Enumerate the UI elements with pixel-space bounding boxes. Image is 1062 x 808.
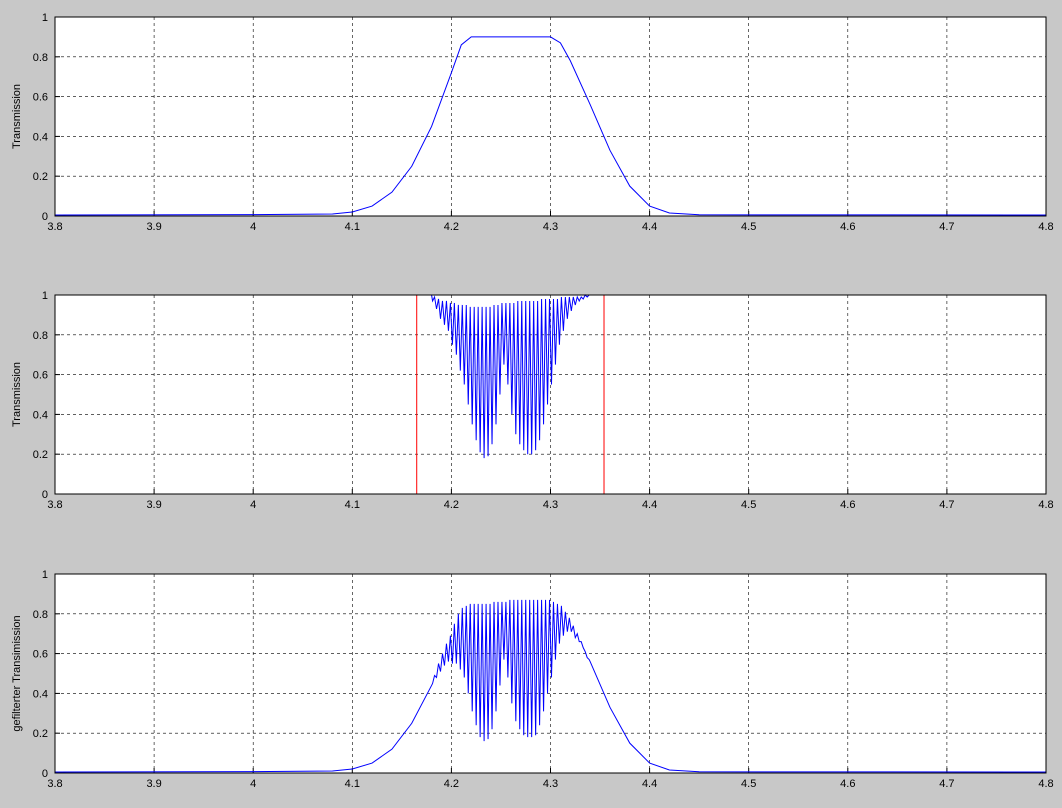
- x-tick-label: 4.4: [642, 778, 657, 790]
- y-tick-label: 0.6: [33, 92, 48, 104]
- x-tick-label: 4.2: [444, 778, 459, 790]
- x-tick-label: 3.9: [146, 778, 161, 790]
- y-tick-label: 1: [42, 290, 48, 302]
- x-tick-label: 4.3: [543, 221, 558, 233]
- x-tick-label: 4: [250, 778, 256, 790]
- x-tick-label: 3.9: [146, 499, 161, 511]
- x-tick-label: 4.1: [345, 221, 360, 233]
- x-tick-label: 4.1: [345, 499, 360, 511]
- data-line: [55, 294, 1046, 459]
- data-line: [54, 36, 1047, 216]
- plot-frame: [54, 573, 1047, 774]
- x-tick-label: 4.8: [1038, 778, 1053, 790]
- y-tick-label: 0.2: [33, 728, 48, 740]
- x-tick-label: 3.9: [146, 221, 161, 233]
- x-tick-label: 4.6: [840, 221, 855, 233]
- y-tick-label: 0.6: [33, 649, 48, 661]
- y-tick-label: 0.4: [33, 131, 48, 143]
- x-tick-label: 4.3: [543, 778, 558, 790]
- x-tick-label: 4.5: [741, 221, 756, 233]
- y-tick-label: 0.8: [33, 52, 48, 64]
- plot-frame: [54, 294, 1047, 495]
- x-tick-label: 4.6: [840, 499, 855, 511]
- x-tick-label: 4.1: [345, 778, 360, 790]
- x-tick-label: 4.8: [1038, 221, 1053, 233]
- y-tick-label: 1: [42, 569, 48, 581]
- y-axis-label: Transmission: [11, 84, 23, 149]
- x-tick-label: 3.8: [47, 778, 62, 790]
- plot-area: [55, 574, 1046, 773]
- x-tick-label: 4.6: [840, 778, 855, 790]
- y-tick-label: 0: [42, 768, 48, 780]
- y-tick-label: 0.4: [33, 409, 48, 421]
- y-tick-label: 1: [42, 12, 48, 24]
- x-tick-label: 3.8: [47, 499, 62, 511]
- x-tick-label: 4.5: [741, 499, 756, 511]
- x-tick-label: 4.8: [1038, 499, 1053, 511]
- y-tick-label: 0: [42, 211, 48, 223]
- plot-frame: [54, 16, 1047, 217]
- x-tick-label: 4.7: [939, 778, 954, 790]
- x-tick-label: 4: [250, 221, 256, 233]
- y-tick-label: 0: [42, 489, 48, 501]
- y-tick-label: 0.4: [33, 688, 48, 700]
- x-tick-label: 4.2: [444, 499, 459, 511]
- x-tick-label: 4.3: [543, 499, 558, 511]
- plot-area: [55, 17, 1046, 216]
- y-tick-label: 0.2: [33, 449, 48, 461]
- x-tick-label: 4.7: [939, 499, 954, 511]
- y-tick-label: 0.6: [33, 370, 48, 382]
- y-tick-label: 0.2: [33, 171, 48, 183]
- y-axis-label: gefilterter Transimission: [11, 615, 23, 731]
- x-tick-label: 4.4: [642, 499, 657, 511]
- x-tick-label: 4: [250, 499, 256, 511]
- x-tick-label: 4.4: [642, 221, 657, 233]
- x-tick-label: 4.7: [939, 221, 954, 233]
- y-tick-label: 0.8: [33, 609, 48, 621]
- y-tick-label: 0.8: [33, 330, 48, 342]
- y-axis-label: Transmission: [11, 362, 23, 427]
- x-tick-label: 3.8: [47, 221, 62, 233]
- x-tick-label: 4.5: [741, 778, 756, 790]
- data-line: [54, 599, 1047, 773]
- x-tick-label: 4.2: [444, 221, 459, 233]
